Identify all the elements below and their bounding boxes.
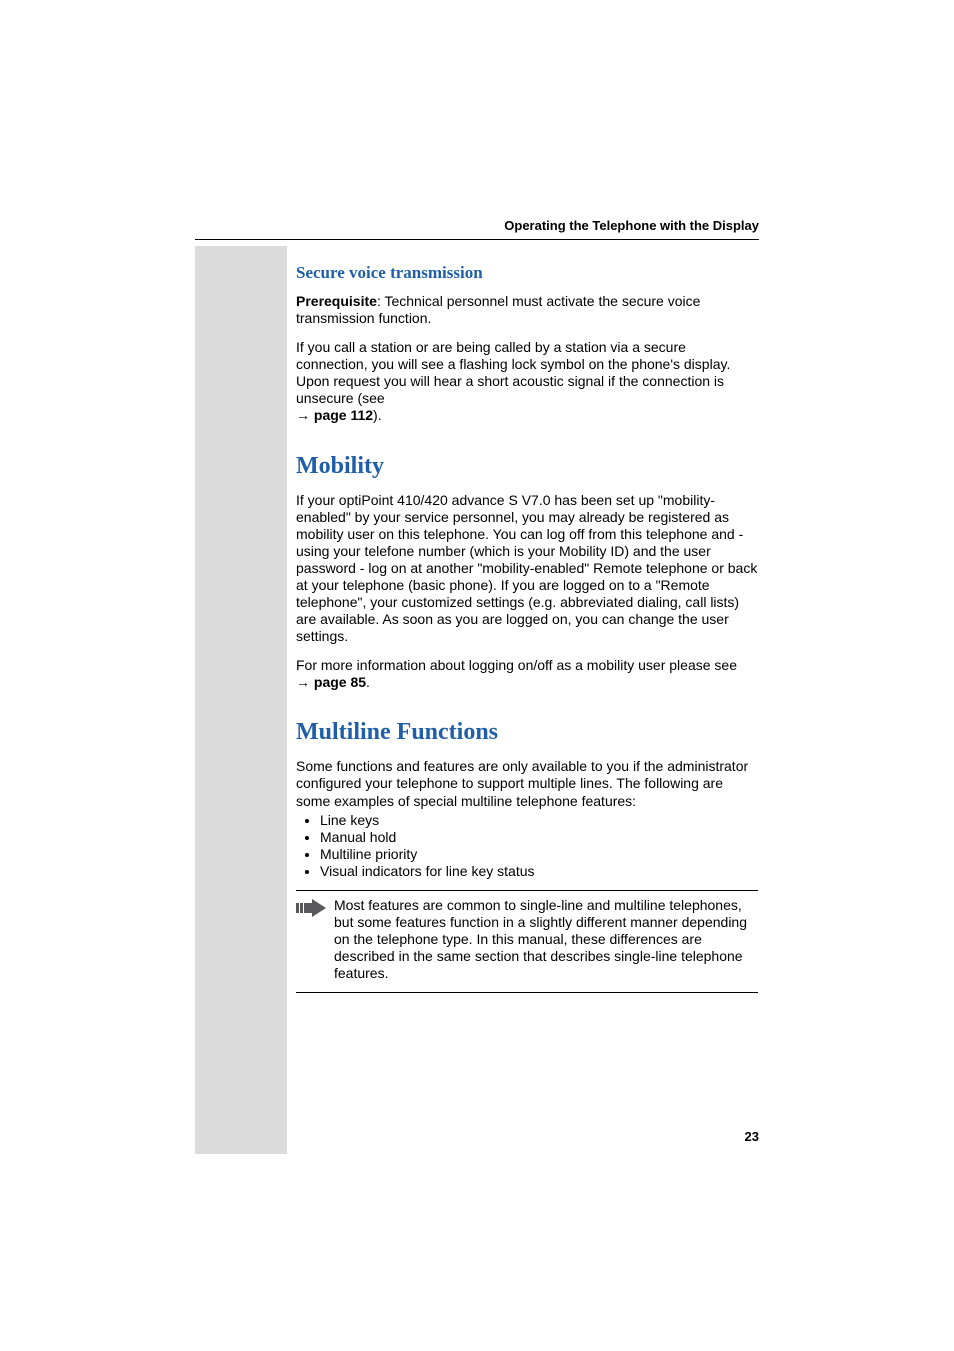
xref-page-85[interactable]: → page 85 — [296, 674, 366, 690]
paragraph-prerequisite: Prerequisite: Technical personnel must a… — [296, 293, 758, 327]
mobility-p2-lead: For more information about logging on/of… — [296, 657, 737, 673]
heading-secure-voice: Secure voice transmission — [296, 263, 758, 283]
note-block: Most features are common to single-line … — [296, 897, 758, 982]
mobility-p2-tail: . — [366, 674, 370, 690]
note-rule-top — [296, 890, 758, 891]
list-item: Multiline priority — [320, 846, 758, 863]
note-text: Most features are common to single-line … — [334, 897, 758, 982]
running-head: Operating the Telephone with the Display — [195, 218, 759, 239]
page-number: 23 — [745, 1129, 759, 1144]
paragraph-mobility-2: For more information about logging on/of… — [296, 657, 758, 691]
paragraph-mobility-1: If your optiPoint 410/420 advance S V7.0… — [296, 492, 758, 646]
header-region: Operating the Telephone with the Display — [195, 218, 759, 240]
multiline-feature-list: Line keys Manual hold Multiline priority… — [296, 812, 758, 880]
heading-mobility: Mobility — [296, 453, 758, 480]
prerequisite-label: Prerequisite — [296, 293, 377, 309]
paragraph-multiline-intro: Some functions and features are only ava… — [296, 758, 758, 809]
heading-multiline: Multiline Functions — [296, 719, 758, 746]
note-arrow-icon — [296, 899, 326, 922]
list-item: Manual hold — [320, 829, 758, 846]
secure-p2-text: If you call a station or are being calle… — [296, 339, 730, 406]
note-rule-bottom — [296, 992, 758, 993]
header-rule — [195, 239, 759, 240]
list-item: Visual indicators for line key status — [320, 863, 758, 880]
paragraph-secure-call: If you call a station or are being calle… — [296, 339, 758, 424]
xref-page-112[interactable]: → page 112 — [296, 407, 373, 423]
page: Operating the Telephone with the Display… — [0, 0, 954, 1351]
secure-p2-tail: ). — [373, 407, 382, 423]
sidebar-column — [195, 246, 287, 1154]
main-content: Secure voice transmission Prerequisite: … — [296, 250, 758, 993]
list-item: Line keys — [320, 812, 758, 829]
